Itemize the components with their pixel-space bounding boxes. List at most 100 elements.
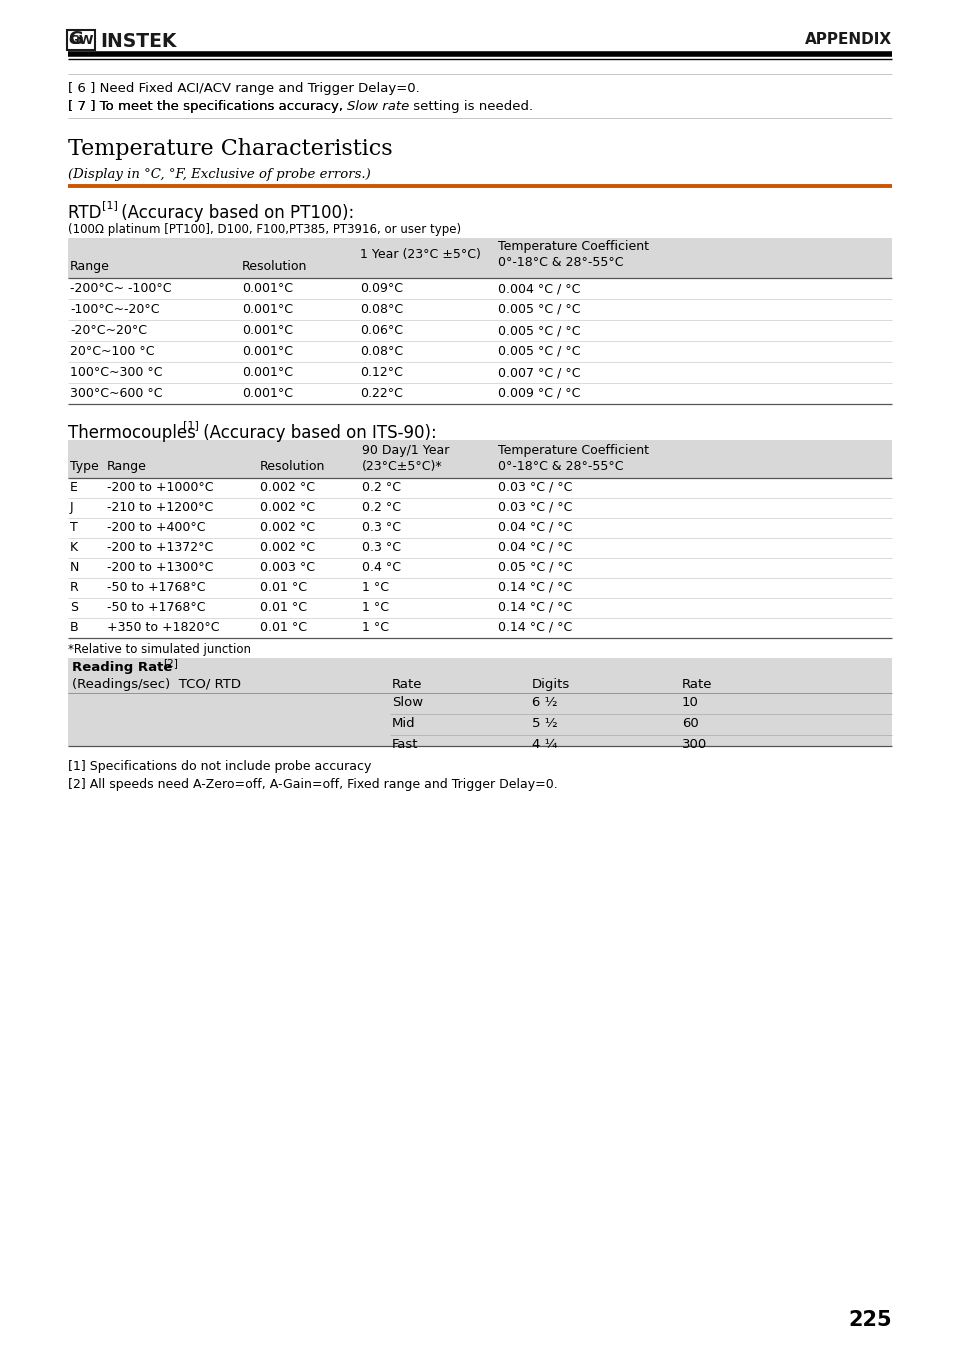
Text: 6 ½: 6 ½ [532,697,557,709]
Text: 0.4 °C: 0.4 °C [361,562,400,574]
Text: 0.001°C: 0.001°C [242,366,293,379]
FancyBboxPatch shape [67,30,95,50]
Text: 0.01 °C: 0.01 °C [260,601,307,614]
Text: 0.06°C: 0.06°C [359,324,402,338]
Text: 0.09°C: 0.09°C [359,282,402,296]
Text: S: S [70,601,78,614]
Text: [1] Specifications do not include probe accuracy: [1] Specifications do not include probe … [68,760,371,774]
Text: (23°C±5°C)*: (23°C±5°C)* [361,460,442,472]
Text: 300: 300 [681,738,706,751]
Text: 0.002 °C: 0.002 °C [260,541,314,554]
Text: Slow rate: Slow rate [347,100,409,113]
Text: INSTEK: INSTEK [100,32,176,51]
Text: 0.14 °C / °C: 0.14 °C / °C [497,580,572,594]
Text: -200 to +1300°C: -200 to +1300°C [107,562,213,574]
Text: 0.005 °C / °C: 0.005 °C / °C [497,302,579,316]
Text: 0.001°C: 0.001°C [242,282,293,296]
Text: (Readings/sec)  TCO/ RTD: (Readings/sec) TCO/ RTD [71,678,241,691]
Text: 0.22°C: 0.22°C [359,387,402,400]
Text: 0°-18°C & 28°-55°C: 0°-18°C & 28°-55°C [497,256,623,269]
Text: 20°C~100 °C: 20°C~100 °C [70,346,154,358]
Text: [ 7 ] To meet the specifications accuracy,: [ 7 ] To meet the specifications accurac… [68,100,347,113]
Text: R: R [70,580,79,594]
Text: 0.001°C: 0.001°C [242,346,293,358]
Text: (Accuracy based on PT100):: (Accuracy based on PT100): [116,204,354,221]
Text: [1]: [1] [183,420,198,431]
Text: -210 to +1200°C: -210 to +1200°C [107,501,213,514]
Text: 100°C~300 °C: 100°C~300 °C [70,366,162,379]
Text: (100Ω platinum [PT100], D100, F100,PT385, PT3916, or user type): (100Ω platinum [PT100], D100, F100,PT385… [68,223,460,236]
Text: Range: Range [70,261,110,273]
Text: Type: Type [70,460,99,472]
Text: Temperature Coefficient: Temperature Coefficient [497,444,648,458]
Text: Mid: Mid [392,717,416,730]
Bar [68,440,891,478]
Text: Digits: Digits [532,678,570,691]
Text: 0.2 °C: 0.2 °C [361,481,400,494]
Text: 5 ½: 5 ½ [532,717,558,730]
Text: K: K [70,541,78,554]
Text: -200 to +400°C: -200 to +400°C [107,521,205,535]
Text: 0.004 °C / °C: 0.004 °C / °C [497,282,579,296]
Text: (Display in °C, °F, Exclusive of probe errors.): (Display in °C, °F, Exclusive of probe e… [68,167,371,181]
Text: 4 ¼: 4 ¼ [532,738,557,751]
Text: GW: GW [69,34,93,46]
Text: 0.04 °C / °C: 0.04 °C / °C [497,541,572,554]
Text: B: B [70,621,78,634]
Text: 0.007 °C / °C: 0.007 °C / °C [497,366,579,379]
Text: 0.08°C: 0.08°C [359,302,403,316]
Text: 0.3 °C: 0.3 °C [361,541,400,554]
Text: -100°C~-20°C: -100°C~-20°C [70,302,159,316]
Text: 0.002 °C: 0.002 °C [260,501,314,514]
Text: [ 6 ] Need Fixed ACI/ACV range and Trigger Delay=0.: [ 6 ] Need Fixed ACI/ACV range and Trigg… [68,82,419,94]
Text: 0.001°C: 0.001°C [242,324,293,338]
Text: 0.005 °C / °C: 0.005 °C / °C [497,346,579,358]
Text: 0.05 °C / °C: 0.05 °C / °C [497,562,572,574]
Text: -20°C~20°C: -20°C~20°C [70,324,147,338]
Text: -200 to +1372°C: -200 to +1372°C [107,541,213,554]
Text: 0.03 °C / °C: 0.03 °C / °C [497,501,572,514]
Text: 0°-18°C & 28°-55°C: 0°-18°C & 28°-55°C [497,460,623,472]
Text: 0.003 °C: 0.003 °C [260,562,314,574]
Bar [68,238,891,278]
Text: 0.001°C: 0.001°C [242,302,293,316]
Text: Fast: Fast [392,738,418,751]
Text: Rate: Rate [681,678,712,691]
Text: 0.12°C: 0.12°C [359,366,402,379]
Text: -50 to +1768°C: -50 to +1768°C [107,580,205,594]
Text: Reading Rate: Reading Rate [71,662,177,674]
Text: 1 °C: 1 °C [361,621,389,634]
Text: 0.005 °C / °C: 0.005 °C / °C [497,324,579,338]
Text: [2]: [2] [163,657,177,668]
Text: 90 Day/1 Year: 90 Day/1 Year [361,444,449,458]
Text: 0.01 °C: 0.01 °C [260,621,307,634]
Text: Temperature Coefficient: Temperature Coefficient [497,240,648,252]
Text: T: T [70,521,77,535]
Text: 225: 225 [847,1310,891,1330]
Text: APPENDIX: APPENDIX [804,32,891,47]
Text: 0.08°C: 0.08°C [359,346,403,358]
Text: 0.009 °C / °C: 0.009 °C / °C [497,387,579,400]
Text: -50 to +1768°C: -50 to +1768°C [107,601,205,614]
Text: -200°C~ -100°C: -200°C~ -100°C [70,282,172,296]
Text: Temperature Characteristics: Temperature Characteristics [68,138,393,161]
Text: 0.01 °C: 0.01 °C [260,580,307,594]
Text: Rate: Rate [392,678,422,691]
Text: 1 Year (23°C ±5°C): 1 Year (23°C ±5°C) [359,248,480,261]
Text: 10: 10 [681,697,699,709]
Text: Thermocouples: Thermocouples [68,424,201,441]
Text: 60: 60 [681,717,698,730]
Text: [2] All speeds need A-Zero=off, A-Gain=off, Fixed range and Trigger Delay=0.: [2] All speeds need A-Zero=off, A-Gain=o… [68,778,558,791]
Text: [1]: [1] [102,200,118,211]
Text: 0.2 °C: 0.2 °C [361,501,400,514]
Text: Resolution: Resolution [242,261,307,273]
Text: 0.14 °C / °C: 0.14 °C / °C [497,621,572,634]
Text: 1 °C: 1 °C [361,601,389,614]
Text: J: J [70,501,73,514]
Text: RTD: RTD [68,204,107,221]
Text: [ 7 ] To meet the specifications accuracy,: [ 7 ] To meet the specifications accurac… [68,100,347,113]
Text: Slow: Slow [392,697,423,709]
Bar [68,657,891,747]
Text: 0.03 °C / °C: 0.03 °C / °C [497,481,572,494]
Text: G: G [68,30,83,49]
